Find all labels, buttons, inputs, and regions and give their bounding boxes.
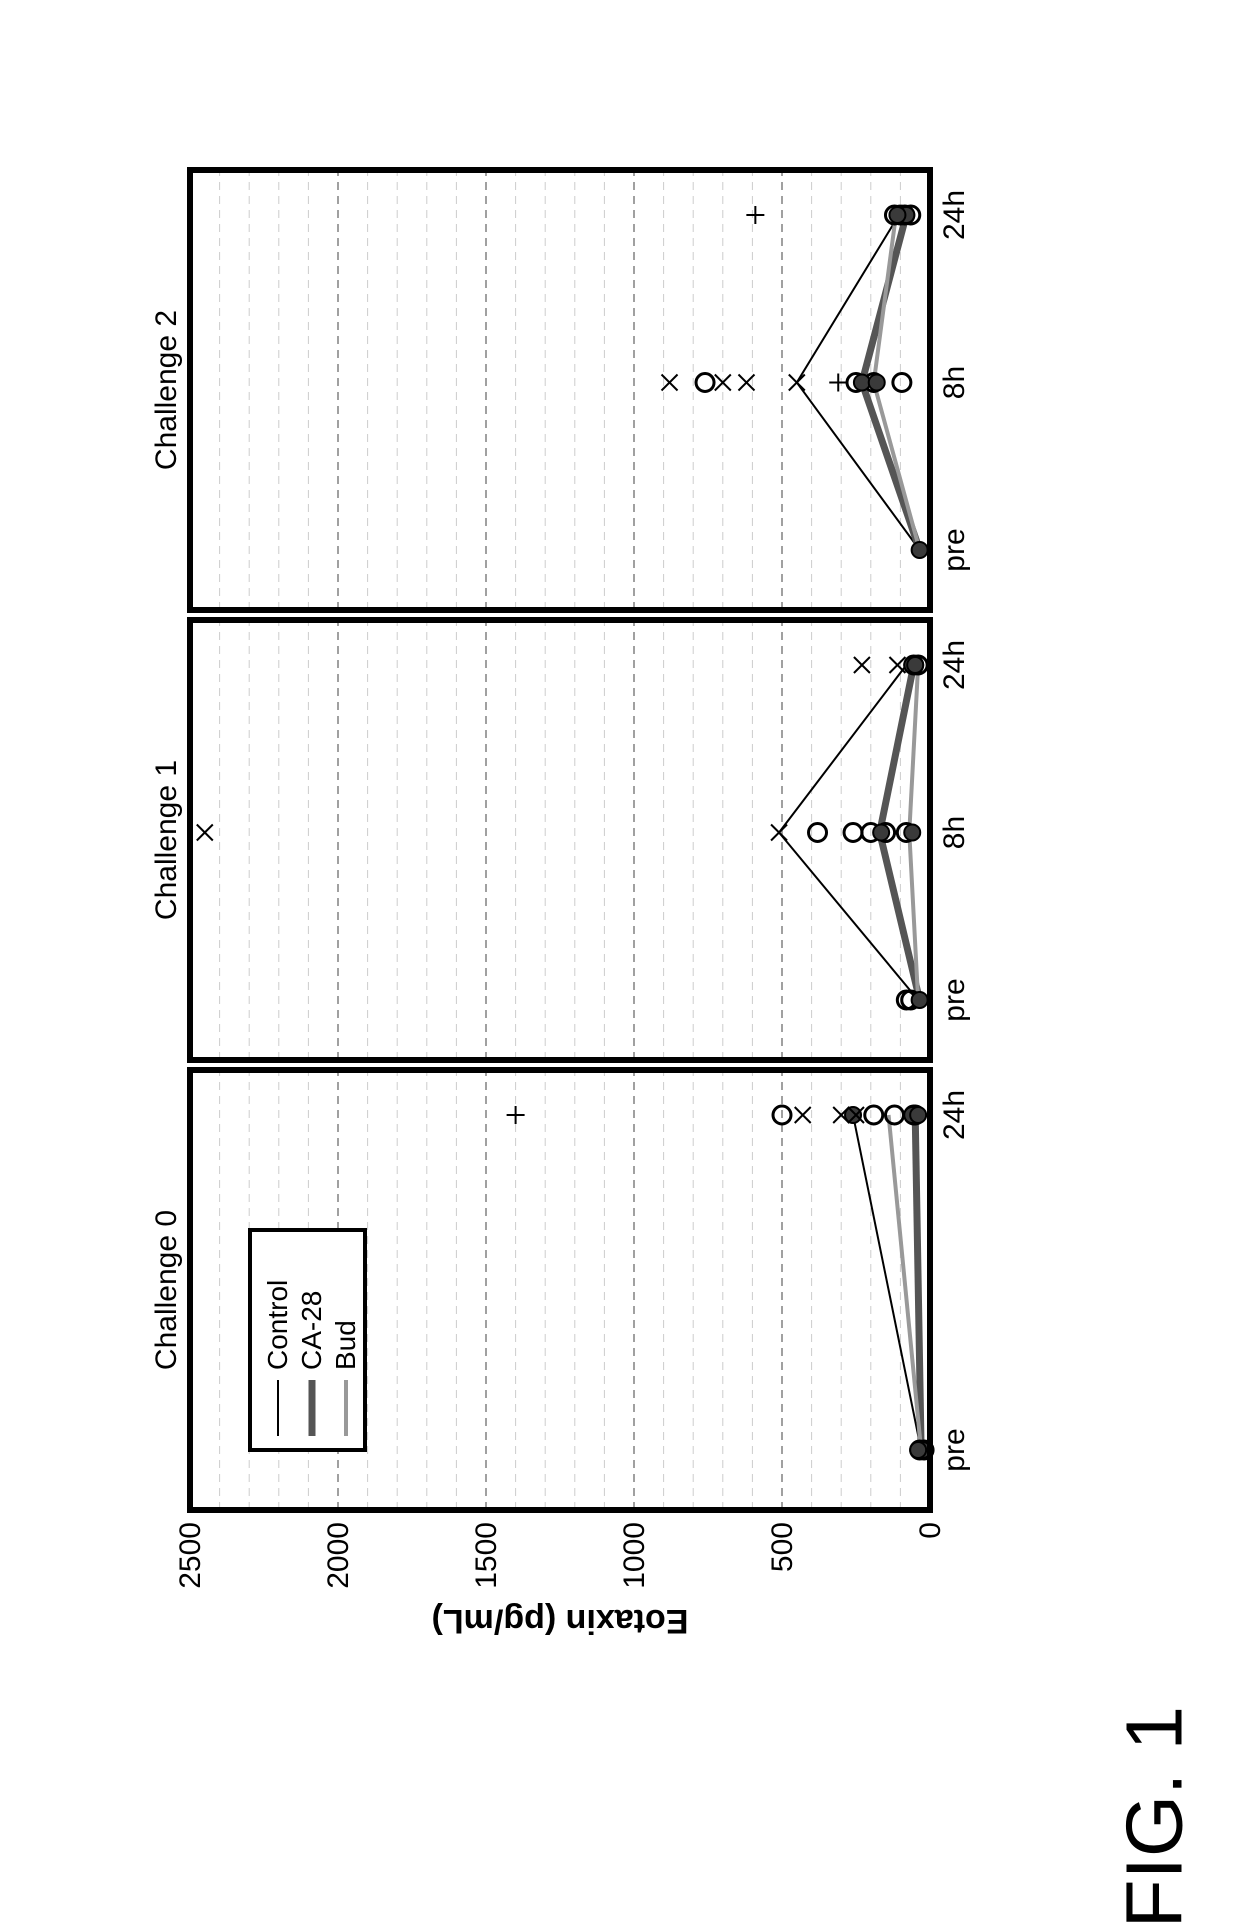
svg-text:Challenge 1: Challenge 1 xyxy=(150,760,183,920)
svg-text:CA-28: CA-28 xyxy=(296,1291,327,1370)
svg-text:24h: 24h xyxy=(938,190,971,240)
svg-text:Bud: Bud xyxy=(330,1320,361,1370)
svg-text:500: 500 xyxy=(766,1522,799,1572)
svg-text:pre: pre xyxy=(938,528,971,571)
figure-label: FIG. 1 xyxy=(1108,1706,1200,1928)
svg-text:pre: pre xyxy=(938,978,971,1021)
svg-text:Eotaxin (pg/mL): Eotaxin (pg/mL) xyxy=(432,1602,689,1640)
svg-text:0: 0 xyxy=(914,1522,947,1539)
svg-text:1000: 1000 xyxy=(618,1522,651,1589)
svg-text:2500: 2500 xyxy=(174,1522,207,1589)
svg-text:24h: 24h xyxy=(938,1090,971,1140)
svg-text:8h: 8h xyxy=(938,816,971,849)
svg-text:pre: pre xyxy=(938,1428,971,1471)
svg-text:Challenge 2: Challenge 2 xyxy=(150,310,183,470)
svg-text:24h: 24h xyxy=(938,640,971,690)
svg-text:2000: 2000 xyxy=(322,1522,355,1589)
svg-text:1500: 1500 xyxy=(470,1522,503,1589)
svg-text:Control: Control xyxy=(262,1280,293,1370)
rotated-figure: Eotaxin (pg/mL)05001000150020002500Chall… xyxy=(0,380,1240,1380)
svg-text:8h: 8h xyxy=(938,366,971,399)
svg-text:Challenge 0: Challenge 0 xyxy=(150,1210,183,1370)
eotaxin-chart: Eotaxin (pg/mL) 0 500 1000 1500 2000 2500 Chall… xyxy=(90,110,1090,1650)
